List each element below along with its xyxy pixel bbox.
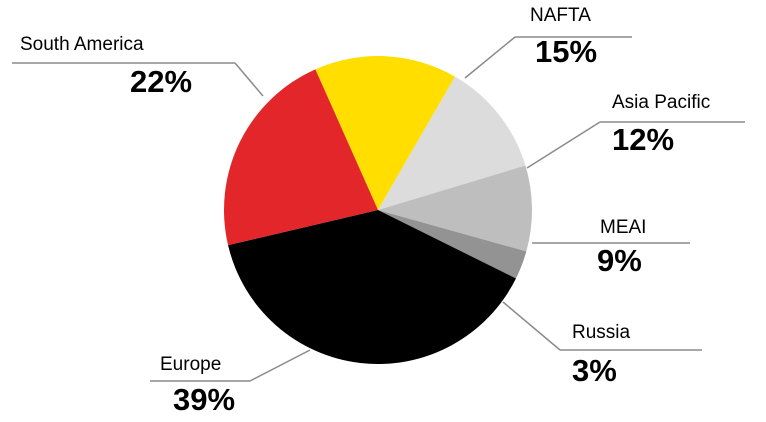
value-label: 22% (130, 64, 192, 99)
pie-slice (228, 210, 516, 365)
leader-line (502, 301, 561, 351)
value-label: 39% (173, 382, 235, 417)
category-label: Russia (572, 322, 631, 343)
category-label: MEAI (600, 217, 646, 238)
leader-line (234, 62, 264, 97)
value-label: 3% (572, 353, 617, 388)
leader-line (464, 36, 516, 79)
category-label: South America (20, 34, 144, 55)
value-label: 9% (597, 243, 642, 278)
category-label: NAFTA (530, 5, 591, 26)
value-label: 12% (612, 122, 674, 157)
leader-line (249, 349, 311, 382)
pie-slice (378, 165, 532, 252)
leader-line (526, 121, 601, 169)
category-label: Asia Pacific (612, 92, 710, 113)
pie-slice (378, 210, 527, 279)
value-label: 15% (535, 34, 597, 69)
category-label: Europe (160, 354, 221, 375)
pie-slice (315, 55, 455, 210)
pie-slice (378, 76, 526, 211)
pie-slice (224, 69, 378, 246)
